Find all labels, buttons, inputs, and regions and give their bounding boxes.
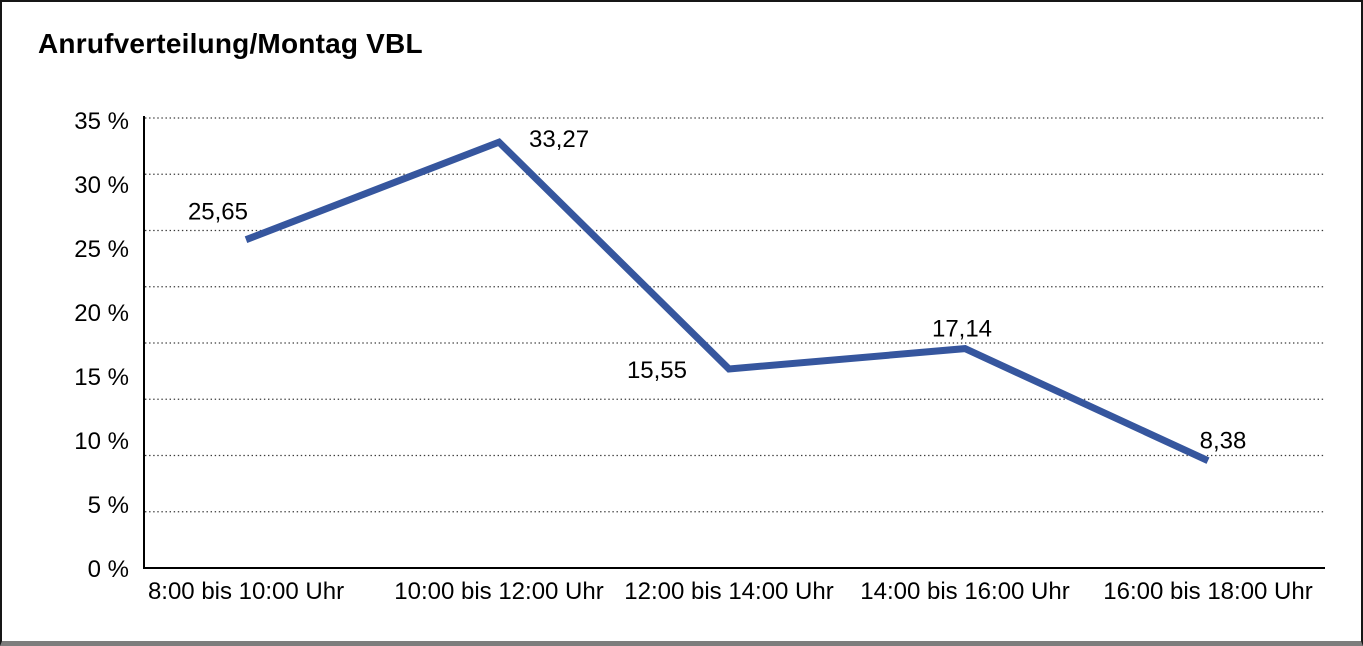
data-series-line: [244, 138, 1210, 464]
data-point-value-label: 33,27: [529, 126, 589, 153]
y-axis-tick-label: 0 %: [88, 556, 129, 583]
data-point-value-label: 17,14: [932, 316, 992, 343]
x-axis-category-label: 10:00 bis 12:00 Uhr: [394, 578, 603, 605]
y-axis-tick-label: 10 %: [74, 428, 129, 455]
data-point-value-label: 15,55: [627, 357, 687, 384]
y-axis-tick-label: 15 %: [74, 364, 129, 391]
x-axis-category-label: 14:00 bis 16:00 Uhr: [860, 578, 1069, 605]
x-axis-category-label: 8:00 bis 10:00 Uhr: [148, 578, 344, 605]
y-axis-tick-label: 30 %: [74, 172, 129, 199]
data-point-value-label: 8,38: [1200, 428, 1247, 455]
y-axis-tick-label: 25 %: [74, 236, 129, 263]
x-axis-category-label: 12:00 bis 14:00 Uhr: [624, 578, 833, 605]
chart-title: Anrufverteilung/Montag VBL: [38, 28, 423, 59]
y-axis-tick-label: 35 %: [74, 108, 129, 135]
y-axis-tick-label: 20 %: [74, 300, 129, 327]
data-point-value-label: 25,65: [188, 199, 248, 226]
x-axis-category-label: 16:00 bis 18:00 Uhr: [1103, 578, 1312, 605]
y-axis-tick-label: 5 %: [88, 492, 129, 519]
